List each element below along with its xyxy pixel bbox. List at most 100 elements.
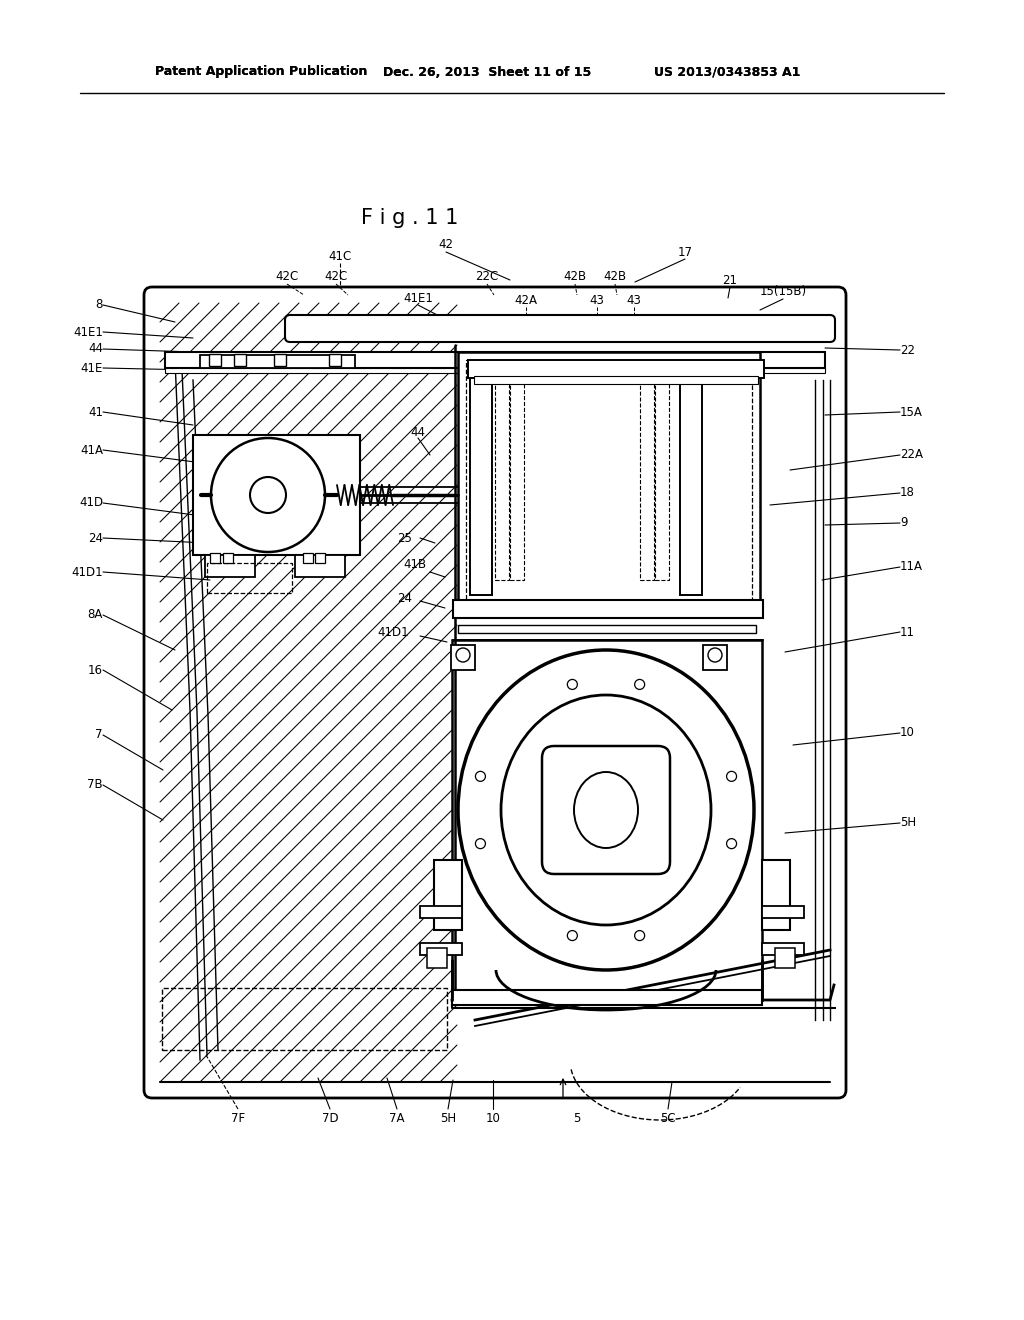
Circle shape: [567, 680, 578, 689]
Bar: [680, 370, 702, 595]
Text: 16: 16: [88, 664, 103, 676]
Ellipse shape: [501, 696, 711, 925]
Text: 41D1: 41D1: [72, 565, 103, 578]
Text: 43: 43: [627, 293, 641, 306]
Ellipse shape: [574, 772, 638, 847]
Bar: [210, 553, 220, 564]
Bar: [223, 553, 233, 564]
Bar: [762, 861, 790, 931]
Bar: [640, 370, 654, 579]
Circle shape: [727, 771, 736, 781]
Text: 8: 8: [95, 298, 103, 312]
Text: 41E1: 41E1: [73, 326, 103, 338]
Text: 10: 10: [900, 726, 914, 739]
Bar: [452, 990, 762, 1005]
Circle shape: [456, 648, 470, 663]
Bar: [458, 624, 756, 634]
Text: 41D: 41D: [79, 496, 103, 510]
Text: 42A: 42A: [514, 293, 538, 306]
Text: Patent Application Publication: Patent Application Publication: [155, 66, 368, 78]
Text: 7F: 7F: [231, 1111, 245, 1125]
Bar: [303, 553, 313, 564]
Text: 42C: 42C: [325, 271, 347, 284]
Bar: [193, 436, 360, 554]
Bar: [775, 948, 795, 968]
FancyBboxPatch shape: [144, 286, 846, 1098]
Circle shape: [635, 931, 645, 941]
Bar: [162, 987, 447, 1049]
Text: 42: 42: [438, 239, 454, 252]
Circle shape: [708, 648, 722, 663]
Text: 41E: 41E: [81, 362, 103, 375]
Bar: [474, 376, 758, 384]
Bar: [655, 370, 669, 579]
Text: 7: 7: [95, 729, 103, 742]
Bar: [434, 861, 462, 931]
Bar: [420, 942, 462, 954]
Text: 18: 18: [900, 487, 914, 499]
Bar: [453, 601, 763, 618]
Circle shape: [211, 438, 325, 552]
Text: 8A: 8A: [88, 609, 103, 622]
Text: 15(15B): 15(15B): [760, 285, 807, 298]
Text: 5C: 5C: [660, 1111, 676, 1125]
Bar: [510, 370, 524, 579]
Text: 11A: 11A: [900, 561, 923, 573]
Text: 10: 10: [485, 1111, 501, 1125]
Bar: [420, 906, 462, 917]
Text: 9: 9: [900, 516, 907, 529]
Text: 42B: 42B: [603, 271, 627, 284]
Text: 41C: 41C: [329, 249, 351, 263]
Text: 22A: 22A: [900, 449, 923, 462]
Text: 21: 21: [723, 273, 737, 286]
Bar: [427, 948, 447, 968]
Text: 25: 25: [397, 532, 413, 544]
Bar: [468, 360, 764, 378]
Text: 41: 41: [88, 405, 103, 418]
Bar: [451, 645, 475, 671]
Text: 44: 44: [411, 425, 426, 438]
FancyBboxPatch shape: [285, 315, 835, 342]
Bar: [762, 906, 804, 917]
Text: 5: 5: [573, 1111, 581, 1125]
Text: Dec. 26, 2013  Sheet 11 of 15: Dec. 26, 2013 Sheet 11 of 15: [383, 66, 591, 78]
Text: US 2013/0343853 A1: US 2013/0343853 A1: [654, 66, 801, 78]
Bar: [200, 355, 355, 368]
Bar: [466, 360, 752, 607]
Ellipse shape: [458, 649, 754, 970]
Text: Dec. 26, 2013  Sheet 11 of 15: Dec. 26, 2013 Sheet 11 of 15: [383, 66, 591, 78]
Bar: [207, 564, 292, 593]
Bar: [329, 354, 341, 366]
Bar: [703, 645, 727, 671]
Text: 41A: 41A: [80, 444, 103, 457]
Circle shape: [250, 477, 286, 513]
Bar: [470, 370, 492, 595]
Text: 15A: 15A: [900, 405, 923, 418]
Circle shape: [727, 838, 736, 849]
FancyBboxPatch shape: [542, 746, 670, 874]
Bar: [205, 554, 255, 577]
Circle shape: [635, 680, 645, 689]
Bar: [274, 354, 286, 366]
Text: 11: 11: [900, 626, 915, 639]
Text: F i g . 1 1: F i g . 1 1: [361, 209, 459, 228]
Text: 44: 44: [88, 342, 103, 355]
Bar: [295, 554, 345, 577]
Bar: [495, 370, 509, 579]
Text: 7A: 7A: [389, 1111, 404, 1125]
Bar: [315, 553, 325, 564]
Bar: [165, 368, 825, 374]
Text: 42B: 42B: [563, 271, 587, 284]
Text: 41E1: 41E1: [403, 292, 433, 305]
Bar: [458, 352, 760, 615]
Text: 41D1: 41D1: [377, 627, 409, 639]
Bar: [234, 354, 246, 366]
Text: 7B: 7B: [87, 779, 103, 792]
Text: 24: 24: [397, 591, 413, 605]
Bar: [209, 354, 221, 366]
Text: 41B: 41B: [403, 558, 427, 572]
Text: 7D: 7D: [322, 1111, 338, 1125]
Text: 17: 17: [678, 246, 692, 259]
Text: Patent Application Publication: Patent Application Publication: [155, 66, 368, 78]
Text: 24: 24: [88, 532, 103, 544]
